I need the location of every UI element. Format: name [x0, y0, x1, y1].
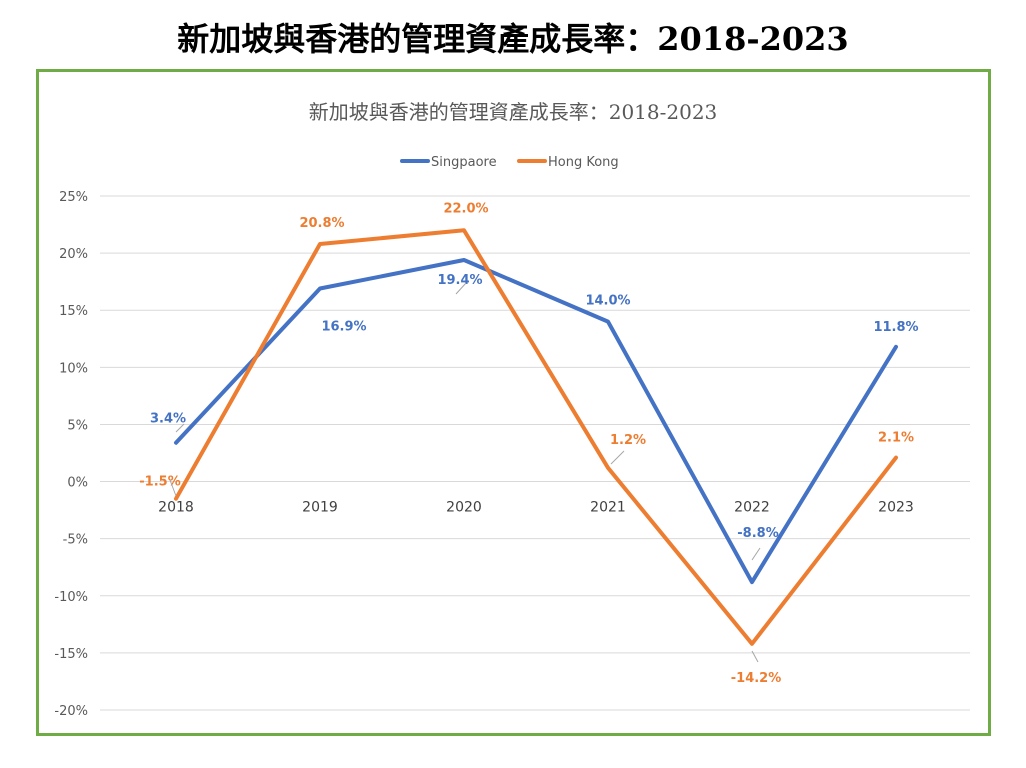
- data-label: -1.5%: [139, 475, 180, 490]
- x-tick-label: 2020: [446, 500, 482, 516]
- data-label: 20.8%: [299, 216, 344, 231]
- data-labels: 3.4% 16.9% 19.4% 14.0% -8.8% 11.8% -1.5% 20.8% 2…: [139, 201, 918, 685]
- data-label: -14.2%: [731, 671, 782, 686]
- x-tick-label: 2022: [734, 500, 770, 516]
- series-layer: [174, 228, 898, 646]
- x-tick-label: 2021: [590, 500, 626, 516]
- y-tick-label: 15%: [59, 304, 88, 319]
- data-label: 1.2%: [610, 433, 646, 448]
- legend-label: Singpaore: [431, 155, 497, 170]
- y-tick-label: -20%: [54, 704, 88, 719]
- legend: Singpaore Hong Kong: [400, 155, 619, 170]
- series-line: [174, 258, 898, 585]
- y-tick-label: -10%: [54, 590, 88, 605]
- y-tick-label: 25%: [59, 190, 88, 205]
- y-axis-ticks: 25% 20% 15% 10% 5% 0% -5% -10% -15% -20%: [54, 190, 88, 719]
- series-line: [174, 228, 898, 646]
- data-label: 2.1%: [878, 431, 914, 446]
- slide-title: 新加坡與香港的管理資產成長率：2018-2023: [177, 20, 849, 58]
- data-label: 3.4%: [150, 412, 186, 427]
- label-leader-line: [455, 282, 467, 295]
- data-label: 16.9%: [321, 320, 366, 335]
- label-leader-line: [610, 450, 625, 465]
- y-tick-label: -5%: [63, 533, 88, 548]
- label-leader-line: [175, 423, 185, 433]
- gridlines: [100, 195, 970, 711]
- x-axis-ticks: 2018 2019 2020 2021 2022 2023: [158, 500, 914, 516]
- data-label: 14.0%: [585, 294, 630, 309]
- data-label: 22.0%: [443, 201, 488, 216]
- label-leader-line: [751, 547, 761, 561]
- label-leader-line: [169, 479, 177, 497]
- chart-frame: [36, 69, 991, 736]
- data-label: -8.8%: [737, 526, 778, 541]
- x-tick-label: 2018: [158, 500, 194, 516]
- y-tick-label: 10%: [59, 361, 88, 376]
- x-tick-label: 2023: [878, 500, 914, 516]
- y-tick-label: -15%: [54, 647, 88, 662]
- legend-label: Hong Kong: [548, 155, 619, 170]
- data-label: 11.8%: [873, 320, 918, 335]
- x-tick-label: 2019: [302, 500, 338, 516]
- y-tick-label: 5%: [67, 418, 88, 433]
- y-tick-label: 0%: [67, 476, 88, 491]
- label-leader-line: [751, 650, 759, 663]
- y-tick-label: 20%: [59, 247, 88, 262]
- chart-title: 新加坡與香港的管理資產成長率：2018-2023: [309, 100, 718, 124]
- data-label: 19.4%: [437, 273, 482, 288]
